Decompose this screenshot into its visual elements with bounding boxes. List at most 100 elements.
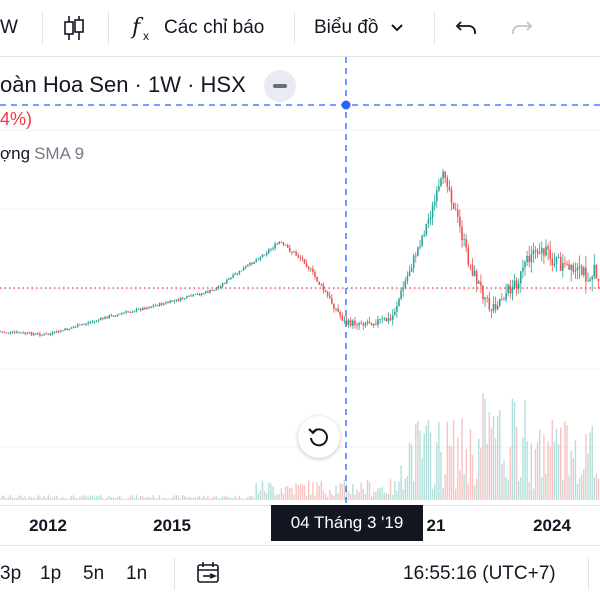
candle-body xyxy=(221,283,224,287)
date-range-icon[interactable] xyxy=(196,561,222,585)
volume-bar xyxy=(119,496,121,500)
candle-body xyxy=(364,323,367,326)
volume-bar xyxy=(30,497,33,500)
candle-body xyxy=(303,258,306,264)
volume-bar xyxy=(442,488,444,500)
volume-bar xyxy=(140,496,142,500)
candle-body xyxy=(223,283,226,284)
candle-body xyxy=(60,330,62,332)
candle-body xyxy=(362,323,365,326)
volume-bar xyxy=(251,496,253,500)
volume-bar xyxy=(438,421,440,500)
candle-body xyxy=(265,252,268,255)
volume-bar xyxy=(532,488,535,500)
candle-body xyxy=(11,331,14,333)
candle-body xyxy=(215,288,218,291)
price-chart[interactable] xyxy=(0,57,600,505)
volume-bar xyxy=(312,482,314,500)
candle-body xyxy=(429,217,432,220)
volume-bar xyxy=(5,498,7,500)
candle-body xyxy=(194,294,197,295)
candle-body xyxy=(20,332,22,334)
candle-body xyxy=(173,300,176,302)
candle-body xyxy=(490,309,493,311)
volume-bar xyxy=(494,438,497,500)
candle-body xyxy=(270,248,272,250)
volume-bar xyxy=(297,485,299,500)
volume-bar xyxy=(98,496,100,500)
volume-bar xyxy=(249,496,251,500)
volume-bar xyxy=(339,483,341,500)
candle-body xyxy=(473,271,476,276)
candle-body xyxy=(551,258,554,266)
volume-bar xyxy=(219,498,222,500)
chevron-down-icon xyxy=(391,24,404,32)
candle-body xyxy=(400,290,402,299)
volume-bar xyxy=(350,494,352,500)
undo-icon xyxy=(455,21,476,34)
range-button-3p[interactable]: 3p xyxy=(0,563,22,584)
candle-body xyxy=(144,307,146,310)
volume-bar xyxy=(53,496,56,500)
undo-button[interactable] xyxy=(454,0,480,56)
volume-bar xyxy=(530,443,532,500)
candle-body xyxy=(471,265,474,276)
volume-bar xyxy=(503,460,505,500)
candle-body xyxy=(209,290,211,293)
candle-body xyxy=(156,305,159,307)
reset-chart-button[interactable] xyxy=(298,416,340,458)
candle-body xyxy=(68,328,71,330)
candle-body xyxy=(486,297,488,299)
volume-bar xyxy=(539,429,541,500)
volume-bar xyxy=(417,420,419,500)
candle-body xyxy=(505,292,507,300)
volume-bar xyxy=(89,495,91,500)
indicators-button[interactable]: f x Các chỉ báo xyxy=(130,0,264,56)
volume-bar xyxy=(375,491,377,500)
volume-bar xyxy=(429,432,432,500)
volume-bar xyxy=(572,458,574,500)
candle-body xyxy=(543,248,545,256)
range-button-5n[interactable]: 5n xyxy=(83,563,105,584)
volume-bar xyxy=(161,498,163,500)
volume-bar xyxy=(255,483,257,500)
volume-bar xyxy=(272,486,274,500)
chart-type-button[interactable]: Biểu đồ xyxy=(314,0,406,56)
candle-body xyxy=(219,286,222,288)
volume-bar xyxy=(205,498,207,500)
candle-body xyxy=(104,316,106,319)
candle-body xyxy=(64,328,66,331)
volume-bar xyxy=(398,481,400,500)
candles-style-button[interactable] xyxy=(62,0,86,56)
volume-bar xyxy=(64,497,66,500)
range-button-1p[interactable]: 1p xyxy=(40,563,62,584)
symbol-title[interactable]: oàn Hoa Sen · 1W · HSX xyxy=(0,72,246,97)
volume-bar xyxy=(448,445,451,500)
candle-body xyxy=(282,242,285,245)
volume-bar xyxy=(196,496,199,500)
clock[interactable]: 16:55:16 (UTC+7) xyxy=(403,563,556,584)
volume-bar xyxy=(238,495,241,500)
interval-button[interactable]: W xyxy=(0,0,18,56)
volume-bar xyxy=(301,484,304,500)
minus-icon xyxy=(273,84,287,88)
range-button-1n[interactable]: 1n xyxy=(126,563,148,584)
candle-body xyxy=(263,254,266,256)
top-toolbar: W f x Các chỉ báo Biểu đồ xyxy=(0,0,600,57)
candle-body xyxy=(74,327,77,328)
candle-body xyxy=(1,331,3,333)
collapse-legend-button[interactable] xyxy=(264,70,296,102)
volume-bar xyxy=(333,495,335,500)
volume-bar xyxy=(526,440,528,500)
candle-body xyxy=(557,256,560,258)
candle-body xyxy=(230,277,232,279)
volume-bar xyxy=(144,497,146,500)
volume-bar xyxy=(446,421,448,500)
candle-body xyxy=(280,241,283,243)
candle-body xyxy=(108,315,110,319)
candle-body xyxy=(135,308,138,312)
redo-button[interactable] xyxy=(508,0,534,56)
volume-legend[interactable]: ợng SMA 9 xyxy=(0,144,84,164)
candle-body xyxy=(146,307,148,310)
candle-body xyxy=(95,320,98,322)
